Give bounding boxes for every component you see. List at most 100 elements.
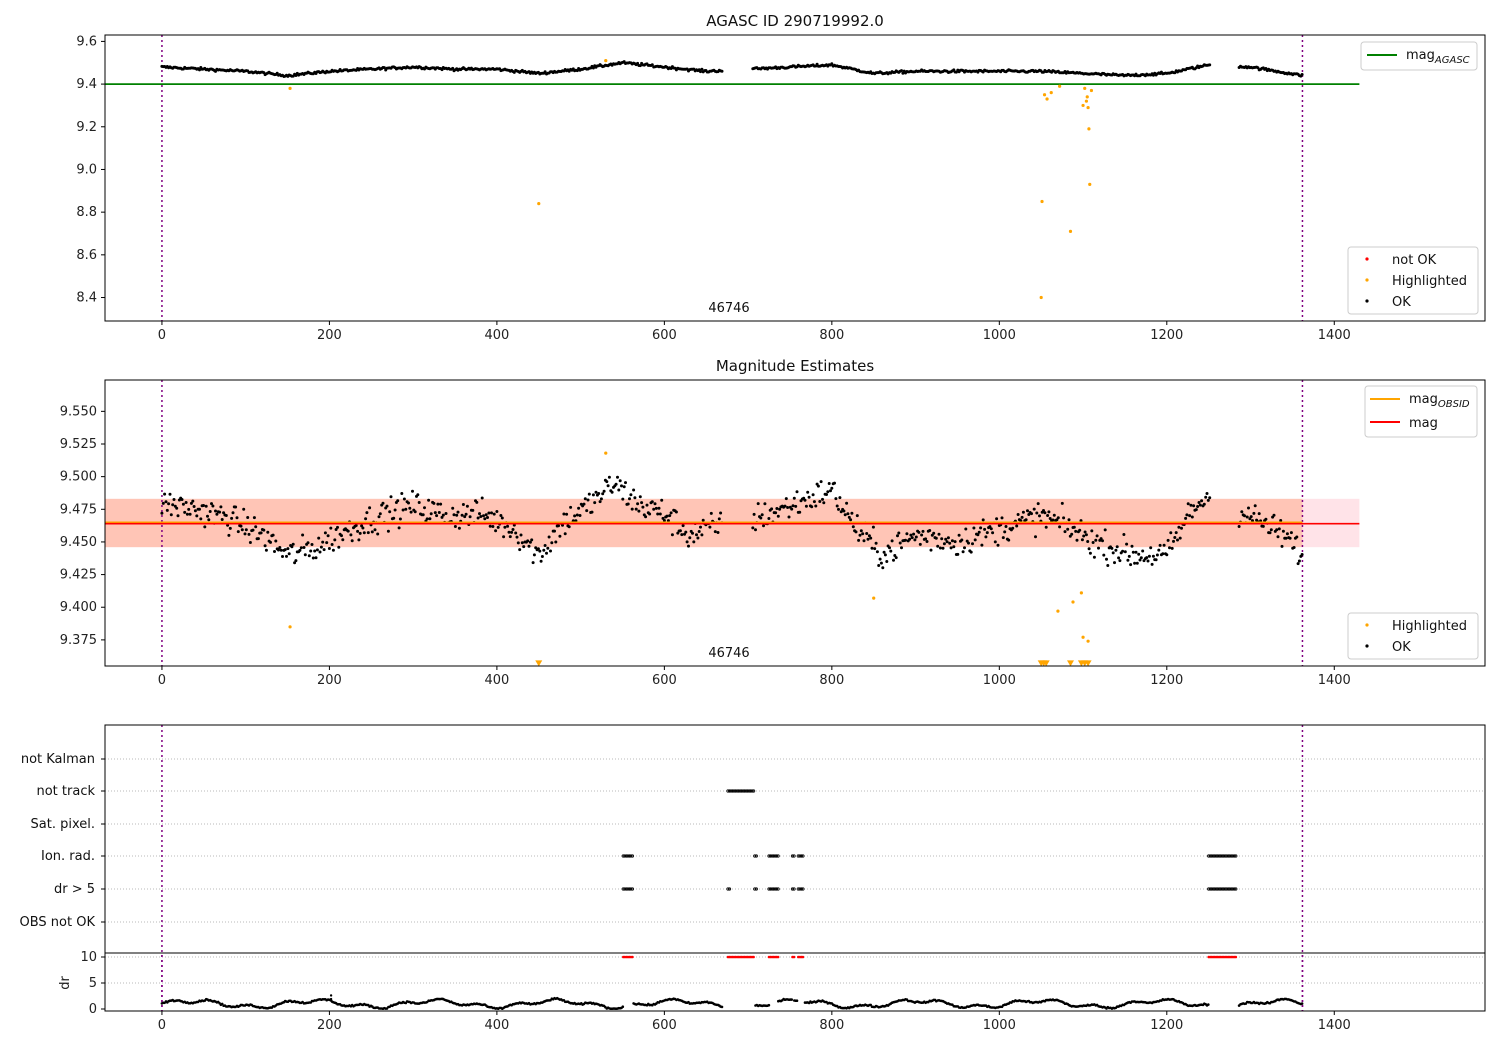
ok-point (874, 541, 878, 545)
ok-point (624, 481, 627, 485)
highlighted-point (1042, 93, 1047, 97)
ok-point (1088, 551, 1092, 555)
flag-label: Sat. pixel. (31, 817, 95, 832)
ok-point (433, 511, 437, 515)
ok-point (972, 526, 976, 530)
ok-point (658, 512, 662, 516)
flag-point (1216, 854, 1220, 858)
ok-point (638, 64, 642, 68)
ok-point (778, 507, 782, 511)
ok-point (870, 546, 874, 550)
ok-point (1063, 530, 1067, 534)
ok-point (618, 479, 622, 483)
legend-not-ok-label: not OK (1392, 253, 1437, 268)
highlighted-point (1083, 86, 1087, 90)
ok-point (463, 515, 467, 519)
flag-point (1219, 854, 1223, 858)
flag-point (796, 887, 800, 891)
ok-point (480, 496, 484, 500)
highlighted-point (1086, 639, 1090, 643)
flag-point (738, 789, 742, 793)
ok-point (1174, 531, 1178, 535)
dr-panel: 0 5 10 0 200 400 600 800 1000 1200 1400 dr (58, 950, 1485, 1033)
ok-point (234, 505, 238, 509)
ok-point (318, 550, 322, 554)
ok-point (185, 512, 189, 516)
ok-point (451, 506, 455, 510)
ok-point (307, 554, 311, 558)
ok-point (520, 541, 524, 545)
ok-point (1021, 510, 1025, 514)
ok-point (1062, 516, 1066, 520)
ok-point (967, 541, 970, 545)
ok-point (1118, 559, 1122, 563)
ok-point (983, 527, 987, 531)
ok-point (160, 511, 164, 515)
flag-point (626, 854, 630, 858)
flags-panel-marks: not Kalman not track Sat. pixel. Ion. rad. d… (20, 725, 1485, 1011)
ok-point (198, 507, 201, 511)
ok-point (873, 547, 877, 551)
ok-point (833, 481, 836, 485)
ok-point (500, 516, 504, 520)
ok-point (822, 501, 826, 505)
ok-point (1058, 525, 1062, 529)
ok-point (888, 546, 891, 550)
highlighted-point (1039, 295, 1043, 300)
ok-point (168, 492, 172, 496)
ok-point (976, 533, 980, 537)
ok-point (1190, 515, 1194, 519)
ok-point (650, 63, 654, 67)
y-tick-label: 9.375 (60, 633, 97, 648)
ok-point (496, 525, 500, 529)
flag-point (767, 887, 771, 891)
ok-point (479, 515, 483, 518)
ok-point (1105, 557, 1108, 561)
ok-point (1052, 513, 1056, 517)
ok-point (605, 480, 609, 484)
ok-point (271, 533, 275, 537)
ok-point (553, 529, 556, 533)
ok-point (511, 528, 515, 531)
ok-point (948, 541, 952, 545)
ok-point (795, 490, 799, 494)
ok-point (834, 497, 838, 501)
ok-point (397, 526, 401, 530)
ok-point (1178, 536, 1182, 540)
ok-point (247, 532, 251, 536)
ok-point (471, 508, 475, 512)
ok-point (826, 490, 830, 494)
ok-point (590, 510, 594, 514)
ok-point (794, 504, 798, 508)
ok-point (429, 512, 433, 516)
ok-point (829, 489, 832, 493)
ok-point (917, 530, 921, 534)
ok-point (847, 515, 851, 519)
ok-point (219, 505, 223, 509)
ok-point (240, 528, 244, 532)
ok-point (516, 541, 520, 545)
ok-point (287, 552, 291, 556)
ok-point (850, 511, 854, 515)
ok-point (482, 514, 485, 518)
ok-point (614, 482, 618, 486)
ok-point (971, 542, 974, 546)
ok-point (790, 507, 794, 511)
ok-point (620, 484, 623, 488)
ok-point (912, 532, 916, 536)
ok-point (1240, 510, 1244, 514)
ok-point (565, 512, 569, 516)
x-tick-label: 800 (819, 1018, 844, 1033)
flag-point (796, 854, 800, 858)
highlighted-point (1071, 600, 1075, 604)
ok-point (536, 547, 540, 551)
ok-point (333, 538, 337, 542)
ok-point (1024, 518, 1028, 522)
ok-point (340, 534, 343, 538)
ok-point (914, 535, 918, 539)
ok-point (1003, 530, 1007, 534)
dr-point (869, 1003, 872, 1007)
ok-point (400, 492, 404, 495)
ok-point (774, 511, 778, 515)
